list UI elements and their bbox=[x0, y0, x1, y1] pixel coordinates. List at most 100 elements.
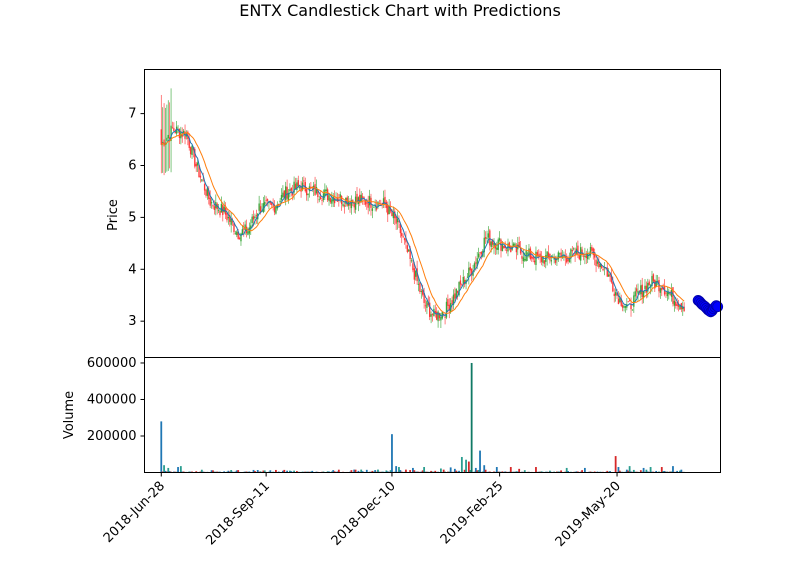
candle-body bbox=[452, 294, 455, 305]
chart-title: ENTX Candlestick Chart with Predictions bbox=[239, 1, 561, 20]
candle-body bbox=[490, 241, 492, 247]
candle-body bbox=[255, 215, 258, 217]
candle-body bbox=[670, 289, 673, 297]
price-tick-label: 4 bbox=[128, 262, 136, 277]
volume-bar bbox=[583, 467, 586, 473]
volume-bar bbox=[423, 467, 426, 473]
volume-bar bbox=[385, 470, 388, 473]
volume-bar bbox=[617, 467, 620, 473]
candle-body bbox=[198, 165, 200, 178]
volume-bar bbox=[282, 470, 284, 473]
candle-body bbox=[254, 216, 256, 219]
candle-body bbox=[409, 247, 411, 260]
candle-body bbox=[415, 270, 417, 277]
candle-body bbox=[366, 202, 368, 204]
volume-bar bbox=[609, 471, 611, 473]
candle-body bbox=[435, 311, 438, 320]
volume-bar bbox=[161, 471, 164, 473]
volume-bar bbox=[458, 470, 460, 473]
volume-bar bbox=[223, 471, 226, 473]
volume-bar bbox=[235, 470, 238, 473]
volume-bar bbox=[286, 470, 289, 473]
volume-bar bbox=[463, 469, 466, 473]
candle-body bbox=[536, 252, 539, 257]
candle-body bbox=[484, 237, 487, 239]
volume-bar bbox=[449, 467, 452, 473]
volume-panel-frame bbox=[144, 357, 721, 473]
candle-body bbox=[250, 225, 252, 230]
candle-body bbox=[333, 198, 336, 204]
candle-body bbox=[547, 252, 550, 257]
candle-body bbox=[339, 194, 341, 199]
volume-bar bbox=[326, 471, 329, 473]
volume-bar bbox=[227, 470, 230, 473]
candle-body bbox=[652, 274, 655, 282]
candle-body bbox=[595, 259, 597, 267]
candle-body bbox=[543, 260, 546, 264]
candle-body bbox=[512, 243, 515, 247]
candle-body bbox=[191, 145, 193, 155]
candle-body bbox=[237, 231, 239, 239]
candle-body bbox=[633, 295, 635, 307]
candle-body bbox=[445, 301, 448, 318]
volume-bar bbox=[421, 470, 424, 473]
candle-body bbox=[359, 194, 361, 204]
volume-bar bbox=[649, 467, 652, 473]
candle-body bbox=[331, 199, 333, 204]
candle-body bbox=[447, 299, 449, 306]
candle-body bbox=[486, 237, 488, 239]
candle-body bbox=[451, 300, 453, 304]
candle-body bbox=[581, 249, 583, 255]
volume-bar bbox=[413, 470, 416, 473]
volume-bar bbox=[357, 470, 360, 473]
candle-body bbox=[268, 201, 270, 203]
candle-body bbox=[440, 317, 442, 321]
volume-bar bbox=[628, 466, 631, 473]
candle-body bbox=[285, 186, 287, 201]
volume-bar bbox=[210, 470, 213, 473]
candle-body bbox=[429, 302, 431, 317]
candle-body bbox=[559, 253, 561, 255]
candle-body bbox=[519, 247, 522, 254]
candle-body bbox=[244, 224, 246, 230]
candle-body bbox=[384, 196, 386, 205]
candle-body bbox=[554, 257, 557, 263]
candle-body bbox=[589, 246, 592, 256]
candle-body bbox=[388, 205, 390, 215]
candle-body bbox=[381, 203, 383, 204]
candle-body bbox=[410, 260, 413, 262]
candle-body bbox=[315, 187, 318, 194]
candle-body bbox=[423, 292, 425, 303]
candle-body bbox=[607, 274, 610, 277]
candle-body bbox=[578, 255, 580, 260]
candle-body bbox=[173, 128, 175, 131]
volume-bar bbox=[565, 467, 568, 473]
candle-body bbox=[470, 268, 473, 276]
volume-bar bbox=[361, 471, 364, 473]
candle-body bbox=[483, 237, 485, 253]
candle-body bbox=[630, 303, 632, 310]
volume-bar bbox=[163, 465, 165, 473]
candle-body bbox=[469, 266, 471, 271]
candle-body bbox=[620, 298, 622, 306]
candle-body bbox=[573, 248, 575, 250]
candle-body bbox=[342, 204, 344, 206]
candle-body bbox=[574, 250, 576, 255]
candle-body bbox=[675, 301, 677, 306]
candle-body bbox=[458, 282, 460, 296]
candle-body bbox=[487, 233, 490, 238]
candle-body bbox=[240, 233, 242, 242]
volume-bar bbox=[168, 471, 171, 473]
volume-bar bbox=[262, 470, 265, 473]
candle-body bbox=[480, 251, 483, 255]
candle-body bbox=[585, 255, 587, 258]
candle-body bbox=[542, 257, 544, 263]
candle-body bbox=[360, 194, 362, 202]
candle-body bbox=[567, 259, 569, 262]
candle-body bbox=[628, 300, 631, 301]
candle-body bbox=[582, 255, 585, 257]
candle-body bbox=[378, 203, 381, 205]
candle-body bbox=[420, 290, 423, 292]
candle-body bbox=[491, 239, 494, 245]
candle-body bbox=[283, 190, 286, 198]
